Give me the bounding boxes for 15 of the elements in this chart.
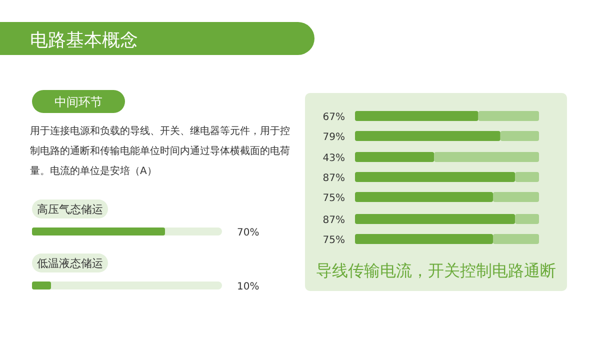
data-label: 87% [322, 173, 345, 184]
data-label: 79% [322, 132, 345, 143]
data-label: 10% [237, 282, 260, 292]
text: 导线传输电流，开关控制电路通断 [316, 261, 556, 280]
data-label: 75% [322, 193, 345, 204]
data-label: 87% [322, 215, 345, 226]
text: 用于连接电源和负载的导线、开关、继电器等元件，用于控制电路的通断和传输电能单位时间内通过导体横截面的电荷量。电流的单位是安培（A） [30, 124, 291, 179]
y-tick-label: 高压气态储运 [37, 203, 103, 216]
y-tick-label: 低温液态储运 [37, 257, 103, 270]
chart-subtitle: 中间环节 [54, 95, 102, 109]
data-label: 67% [322, 112, 345, 123]
chart-title: 电路基本概念 [30, 30, 138, 51]
data-label: 75% [322, 235, 345, 246]
data-label: 70% [237, 228, 260, 238]
data-label: 43% [322, 153, 345, 164]
